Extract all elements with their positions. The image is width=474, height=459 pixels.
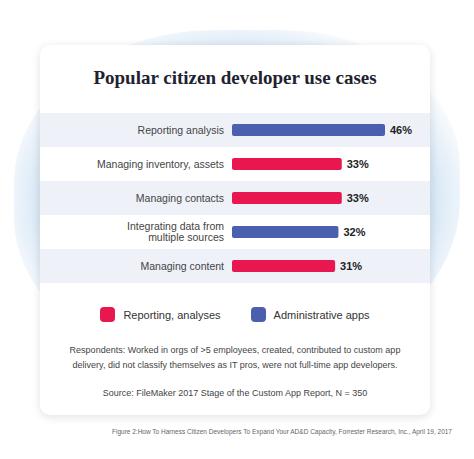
svg-text:Integrating data frommultiple: Integrating data frommultiple sources	[127, 220, 224, 243]
svg-text:33%: 33%	[347, 158, 369, 170]
svg-text:32%: 32%	[343, 226, 365, 238]
html-text:Reporting, analyses: Reporting, analyses	[123, 308, 221, 321]
html-text:Popular citizen developer use: Popular citizen developer use cases	[93, 67, 377, 88]
svg-text:46%: 46%	[390, 124, 412, 136]
html-text:Respondents: Worked in orgs of: Respondents: Worked in orgs of >5 employ…	[69, 345, 401, 370]
svg-text:Reporting analysis: Reporting analysis	[138, 124, 224, 136]
html-text:Source: FileMaker 2017 Stage o: Source: FileMaker 2017 Stage of the Cust…	[102, 388, 368, 398]
html-text:Figure 2:How To Harness Citize: Figure 2:How To Harness Citizen Develope…	[112, 428, 452, 435]
svg-text:Managing inventory, assets: Managing inventory, assets	[97, 158, 224, 170]
svg-text:31%: 31%	[340, 260, 362, 272]
svg-text:Managing contacts: Managing contacts	[136, 192, 224, 204]
svg-text:Managing content: Managing content	[141, 260, 225, 272]
svg-text:33%: 33%	[347, 192, 369, 204]
html-text:Administrative apps: Administrative apps	[273, 308, 370, 321]
